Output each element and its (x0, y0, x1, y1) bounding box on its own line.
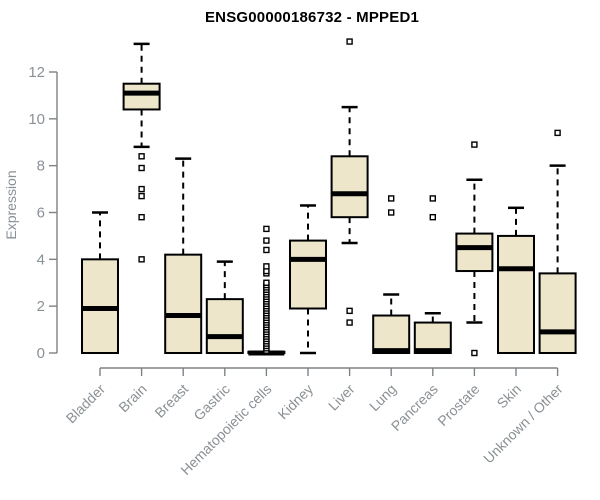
y-axis-title: Expression (3, 170, 19, 239)
iqr-box (497, 234, 535, 354)
outlier-point (471, 141, 478, 148)
outlier-point (263, 279, 270, 286)
outlier-point (388, 195, 395, 202)
box-brain (122, 42, 161, 263)
outlier-point (138, 256, 145, 263)
box-breast (164, 157, 203, 355)
x-tick-label-kidney: Kidney (275, 381, 317, 423)
iqr-box (289, 239, 327, 310)
box-unknown-other (538, 129, 577, 354)
x-axis (99, 367, 559, 376)
box-prostate (455, 141, 494, 357)
svg-text:4: 4 (37, 251, 45, 268)
svg-text:8: 8 (37, 158, 45, 175)
outlier-point (471, 349, 478, 357)
svg-text:6: 6 (37, 204, 45, 221)
x-tick-label-prostate: Prostate (434, 381, 482, 429)
box-hematopoietic-cells (247, 225, 286, 356)
outlier-point (263, 237, 270, 244)
svg-text:0: 0 (37, 345, 45, 362)
iqr-box (455, 232, 494, 273)
outlier-point (554, 129, 561, 137)
iqr-box (164, 253, 203, 355)
outlier-point (138, 185, 145, 193)
x-tick-label-liver: Liver (325, 381, 358, 414)
box-skin (497, 206, 535, 354)
x-tick-label-bladder: Bladder (63, 381, 109, 427)
outlier-point (346, 307, 353, 315)
outlier-point (429, 213, 436, 221)
outlier-point (263, 225, 270, 233)
outlier-point (346, 319, 353, 326)
outlier-point (138, 192, 145, 200)
outlier-point (138, 153, 145, 160)
svg-text:2: 2 (37, 298, 45, 315)
box-lung (372, 195, 411, 355)
outlier-point (388, 209, 395, 216)
svg-text:10: 10 (28, 111, 45, 128)
chart-title: ENSG00000186732 - MPPED1 (204, 9, 420, 26)
x-tick-label-lung: Lung (366, 381, 399, 414)
outlier-point (429, 195, 436, 202)
outlier-point (263, 246, 270, 254)
box-pancreas (413, 195, 452, 354)
iqr-box (330, 155, 369, 219)
outlier-point (263, 263, 270, 270)
iqr-box (205, 298, 244, 354)
svg-text:12: 12 (28, 64, 45, 81)
x-tick-label-breast: Breast (151, 381, 191, 421)
x-tick-label-skin: Skin (494, 381, 525, 412)
x-tick-label-brain: Brain (115, 381, 149, 415)
y-axis (49, 71, 58, 354)
iqr-box (122, 82, 161, 111)
box-gastric (205, 260, 244, 354)
iqr-box (538, 272, 577, 354)
box-bladder (81, 211, 119, 354)
box-kidney (289, 204, 327, 355)
x-tick-label-unknown-other: Unknown / Other (480, 381, 566, 467)
outlier-point (346, 38, 353, 45)
iqr-box (372, 314, 411, 355)
outlier-point (138, 164, 145, 172)
box-liver (330, 38, 369, 326)
outlier-point (138, 213, 145, 221)
y-tick-labels: 0 2 4 6 8 10 12 (28, 64, 45, 362)
